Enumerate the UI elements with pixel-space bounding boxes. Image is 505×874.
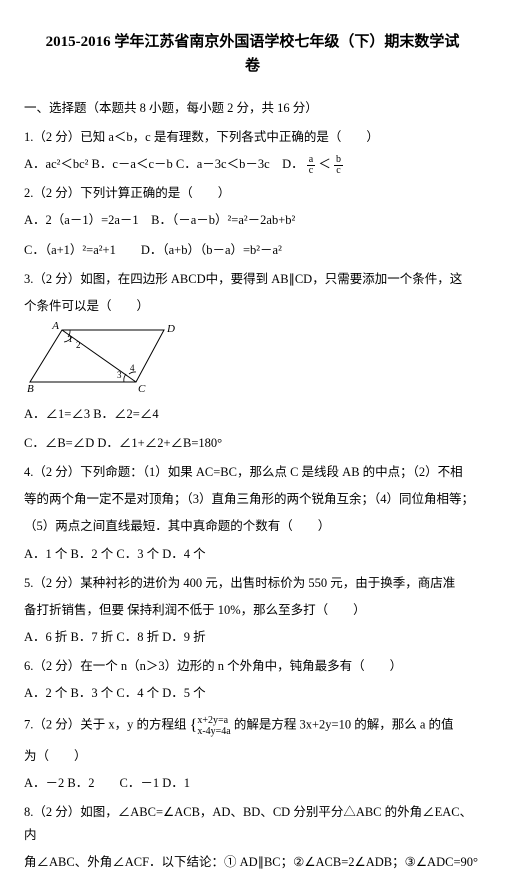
q1-stem: 1.（2 分）已知 a＜b，c 是有理数，下列各式中正确的是（ ） <box>24 126 481 149</box>
q1-frac-a-c: a c <box>307 155 315 176</box>
q8-stem-2: 角∠ABC、外角∠ACF．以下结论：① AD∥BC；②∠ACB=2∠ADB；③∠… <box>24 851 481 874</box>
q3-stem-2: 个条件可以是（ ） <box>24 295 481 318</box>
frac-den: c <box>334 166 343 176</box>
angle-3: 3 <box>117 370 122 380</box>
label-A: A <box>51 322 59 332</box>
brace-icon: { <box>190 717 198 734</box>
title-line-1: 2015-2016 学年江苏省南京外国语学校七年级（下）期末数学试 <box>24 30 481 54</box>
q4-options: A．1 个 B．2 个 C．3 个 D．4 个 <box>24 543 481 566</box>
angle-4: 4 <box>130 363 135 373</box>
q4-stem-3: （5）两点之间直线最短．其中真命题的个数有（ ） <box>24 515 481 538</box>
q7-options: A．－2 B．2 C．－1 D．1 <box>24 772 481 795</box>
lt-sign: ＜ <box>318 157 331 171</box>
q4-stem-1: 4.（2 分）下列命题：（1）如果 AC=BC，那么点 C 是线段 AB 的中点… <box>24 461 481 484</box>
q2-options-1: A．2（a－1）=2a－1 B．（－a－b）²=a²－2ab+b² <box>24 209 481 232</box>
angle-2: 2 <box>76 340 81 350</box>
title-line-2: 卷 <box>24 54 481 75</box>
section-heading: 一、选择题（本题共 8 小题，每小题 2 分，共 16 分） <box>24 97 481 116</box>
q1-frac-b-c: b c <box>334 155 343 176</box>
q7-stem-1: 7.（2 分）关于 x，y 的方程组 <box>24 718 187 732</box>
q3-diagram: A D B C 1 2 3 4 <box>24 322 481 399</box>
q2-stem: 2.（2 分）下列计算正确的是（ ） <box>24 182 481 205</box>
q5-stem-1: 5.（2 分）某种衬衫的进价为 400 元，出售时标价为 550 元，由于换季，… <box>24 572 481 595</box>
q3-options-2: C．∠B=∠D D．∠1+∠2+∠B=180° <box>24 432 481 455</box>
q5-options: A．6 折 B．7 折 C．8 折 D．9 折 <box>24 626 481 649</box>
q8-stem-1: 8.（2 分）如图，∠ABC=∠ACB，AD、BD、CD 分别平分△ABC 的外… <box>24 801 481 847</box>
q2-options-2: C．（a+1）²=a²+1 D．（a+b）（b－a）=b²－a² <box>24 239 481 262</box>
q7-eq1: x+2y=a <box>197 715 230 726</box>
q7-stem: 7.（2 分）关于 x，y 的方程组 { x+2y=a x-4y=4a 的解是方… <box>24 711 481 741</box>
q7-eq2: x-4y=4a <box>197 726 230 737</box>
q4-stem-2: 等的两个角一定不是对顶角；（3）直角三角形的两个锐角互余；（4）同位角相等； <box>24 488 481 511</box>
q7-stem-3: 为（ ） <box>24 745 481 768</box>
q5-stem-2: 备打折销售，但要 保持利润不低于 10%，那么至多打（ ） <box>24 599 481 622</box>
label-C: C <box>138 383 146 394</box>
q1-options: A．ac²＜bc² B．c－a＜c－b C．a－3c＜b－3c D． a c ＜… <box>24 153 481 176</box>
q6-options: A．2 个 B．3 个 C．4 个 D．5 个 <box>24 682 481 705</box>
label-B: B <box>27 383 34 394</box>
q6-stem: 6.（2 分）在一个 n（n＞3）边形的 n 个外角中，钝角最多有（ ） <box>24 655 481 678</box>
q7-stem-2: 的解是方程 3x+2y=10 的解，那么 a 的值 <box>234 718 454 732</box>
frac-den: c <box>307 166 315 176</box>
exam-title: 2015-2016 学年江苏省南京外国语学校七年级（下）期末数学试 卷 <box>24 30 481 75</box>
q3-options-1: A．∠1=∠3 B．∠2=∠4 <box>24 403 481 426</box>
label-D: D <box>166 323 175 335</box>
q3-stem-1: 3.（2 分）如图，在四边形 ABCD中，要得到 AB∥CD，只需要添加一个条件… <box>24 268 481 291</box>
q1-opts-text: A．ac²＜bc² B．c－a＜c－b C．a－3c＜b－3c D． <box>24 157 304 171</box>
